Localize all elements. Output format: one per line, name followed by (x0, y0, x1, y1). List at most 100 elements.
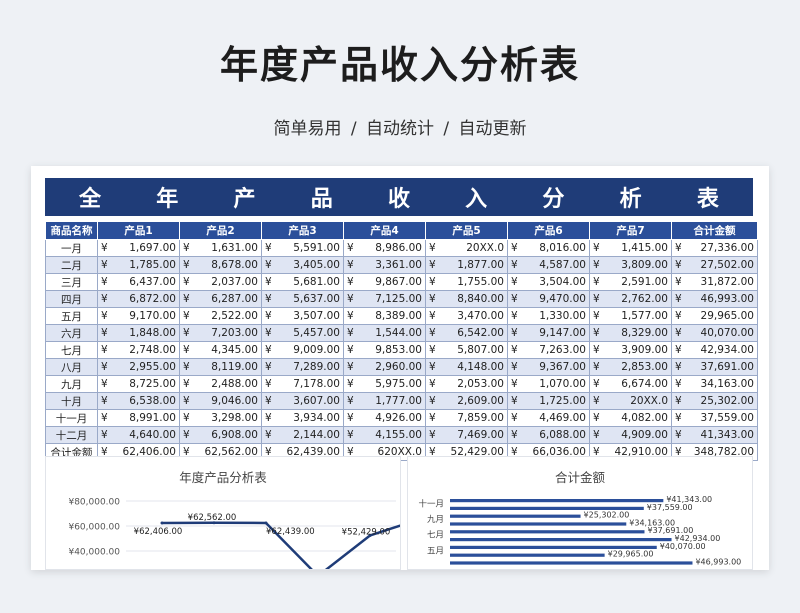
amount-cell[interactable]: 3,507.00 (273, 307, 344, 325)
amount-cell[interactable]: 6,287.00 (191, 290, 262, 308)
amount-cell[interactable]: 25,302.00 (683, 392, 758, 410)
amount-cell[interactable]: 7,178.00 (273, 375, 344, 393)
amount-cell[interactable]: 3,470.00 (437, 307, 508, 325)
column-header[interactable]: 产品5 (425, 221, 508, 240)
amount-cell[interactable]: 8,329.00 (601, 324, 672, 342)
month-cell[interactable]: 十月 (45, 392, 98, 410)
amount-cell[interactable]: 7,263.00 (519, 341, 590, 359)
amount-cell[interactable]: 2,037.00 (191, 273, 262, 291)
amount-cell[interactable]: 4,155.00 (355, 426, 426, 444)
column-header[interactable]: 商品名称 (45, 221, 98, 240)
amount-cell[interactable]: 7,859.00 (437, 409, 508, 427)
amount-cell[interactable]: 9,170.00 (109, 307, 180, 325)
amount-cell[interactable]: 1,785.00 (109, 256, 180, 274)
amount-cell[interactable]: 2,960.00 (355, 358, 426, 376)
column-header[interactable]: 产品6 (507, 221, 590, 240)
amount-cell[interactable]: 9,147.00 (519, 324, 590, 342)
amount-cell[interactable]: 1,631.00 (191, 239, 262, 257)
amount-cell[interactable]: 7,289.00 (273, 358, 344, 376)
amount-cell[interactable]: 2,144.00 (273, 426, 344, 444)
amount-cell[interactable]: 37,559.00 (683, 409, 758, 427)
amount-cell[interactable]: 1,415.00 (601, 239, 672, 257)
amount-cell[interactable]: 34,163.00 (683, 375, 758, 393)
amount-cell[interactable]: 6,542.00 (437, 324, 508, 342)
amount-cell[interactable]: 8,991.00 (109, 409, 180, 427)
amount-cell[interactable]: 3,809.00 (601, 256, 672, 274)
amount-cell[interactable]: 2,955.00 (109, 358, 180, 376)
amount-cell[interactable]: 9,470.00 (519, 290, 590, 308)
amount-cell[interactable]: 8,119.00 (191, 358, 262, 376)
amount-cell[interactable]: 3,934.00 (273, 409, 344, 427)
amount-cell[interactable]: 9,009.00 (273, 341, 344, 359)
amount-cell[interactable]: 2,748.00 (109, 341, 180, 359)
amount-cell[interactable]: 2,522.00 (191, 307, 262, 325)
column-header[interactable]: 产品3 (261, 221, 344, 240)
amount-cell[interactable]: 7,125.00 (355, 290, 426, 308)
amount-cell[interactable]: 5,457.00 (273, 324, 344, 342)
amount-cell[interactable]: 42,934.00 (683, 341, 758, 359)
amount-cell[interactable]: 1,777.00 (355, 392, 426, 410)
month-cell[interactable]: 五月 (45, 307, 98, 325)
amount-cell[interactable]: 1,848.00 (109, 324, 180, 342)
amount-cell[interactable]: 2,609.00 (437, 392, 508, 410)
amount-cell[interactable]: 2,762.00 (601, 290, 672, 308)
amount-cell[interactable]: 4,640.00 (109, 426, 180, 444)
amount-cell[interactable]: 1,544.00 (355, 324, 426, 342)
column-header[interactable]: 产品7 (589, 221, 672, 240)
column-header[interactable]: 产品2 (179, 221, 262, 240)
month-cell[interactable]: 八月 (45, 358, 98, 376)
amount-cell[interactable]: 6,437.00 (109, 273, 180, 291)
amount-cell[interactable]: 46,993.00 (683, 290, 758, 308)
amount-cell[interactable]: 20XX.0 (601, 392, 672, 410)
amount-cell[interactable]: 1,697.00 (109, 239, 180, 257)
amount-cell[interactable]: 37,691.00 (683, 358, 758, 376)
column-header[interactable]: 产品1 (97, 221, 180, 240)
month-cell[interactable]: 四月 (45, 290, 98, 308)
amount-cell[interactable]: 5,591.00 (273, 239, 344, 257)
amount-cell[interactable]: 1,330.00 (519, 307, 590, 325)
amount-cell[interactable]: 5,681.00 (273, 273, 344, 291)
amount-cell[interactable]: 6,088.00 (519, 426, 590, 444)
amount-cell[interactable]: 8,389.00 (355, 307, 426, 325)
month-cell[interactable]: 十二月 (45, 426, 98, 444)
month-cell[interactable]: 一月 (45, 239, 98, 257)
amount-cell[interactable]: 9,867.00 (355, 273, 426, 291)
amount-cell[interactable]: 3,298.00 (191, 409, 262, 427)
amount-cell[interactable]: 31,872.00 (683, 273, 758, 291)
amount-cell[interactable]: 6,872.00 (109, 290, 180, 308)
month-cell[interactable]: 七月 (45, 341, 98, 359)
amount-cell[interactable]: 29,965.00 (683, 307, 758, 325)
amount-cell[interactable]: 6,538.00 (109, 392, 180, 410)
amount-cell[interactable]: 8,725.00 (109, 375, 180, 393)
month-cell[interactable]: 六月 (45, 324, 98, 342)
column-header[interactable]: 产品4 (343, 221, 426, 240)
amount-cell[interactable]: 1,725.00 (519, 392, 590, 410)
amount-cell[interactable]: 3,361.00 (355, 256, 426, 274)
amount-cell[interactable]: 4,587.00 (519, 256, 590, 274)
month-cell[interactable]: 十一月 (45, 409, 98, 427)
amount-cell[interactable]: 20XX.0 (437, 239, 508, 257)
amount-cell[interactable]: 5,807.00 (437, 341, 508, 359)
amount-cell[interactable]: 2,488.00 (191, 375, 262, 393)
amount-cell[interactable]: 5,975.00 (355, 375, 426, 393)
month-cell[interactable]: 九月 (45, 375, 98, 393)
amount-cell[interactable]: 8,840.00 (437, 290, 508, 308)
amount-cell[interactable]: 4,345.00 (191, 341, 262, 359)
amount-cell[interactable]: 2,591.00 (601, 273, 672, 291)
amount-cell[interactable]: 1,070.00 (519, 375, 590, 393)
amount-cell[interactable]: 1,577.00 (601, 307, 672, 325)
amount-cell[interactable]: 7,203.00 (191, 324, 262, 342)
amount-cell[interactable]: 2,853.00 (601, 358, 672, 376)
amount-cell[interactable]: 2,053.00 (437, 375, 508, 393)
month-cell[interactable]: 三月 (45, 273, 98, 291)
amount-cell[interactable]: 40,070.00 (683, 324, 758, 342)
amount-cell[interactable]: 3,504.00 (519, 273, 590, 291)
amount-cell[interactable]: 8,016.00 (519, 239, 590, 257)
amount-cell[interactable]: 4,469.00 (519, 409, 590, 427)
amount-cell[interactable]: 3,607.00 (273, 392, 344, 410)
amount-cell[interactable]: 8,678.00 (191, 256, 262, 274)
amount-cell[interactable]: 5,637.00 (273, 290, 344, 308)
month-cell[interactable]: 二月 (45, 256, 98, 274)
amount-cell[interactable]: 3,405.00 (273, 256, 344, 274)
amount-cell[interactable]: 8,986.00 (355, 239, 426, 257)
